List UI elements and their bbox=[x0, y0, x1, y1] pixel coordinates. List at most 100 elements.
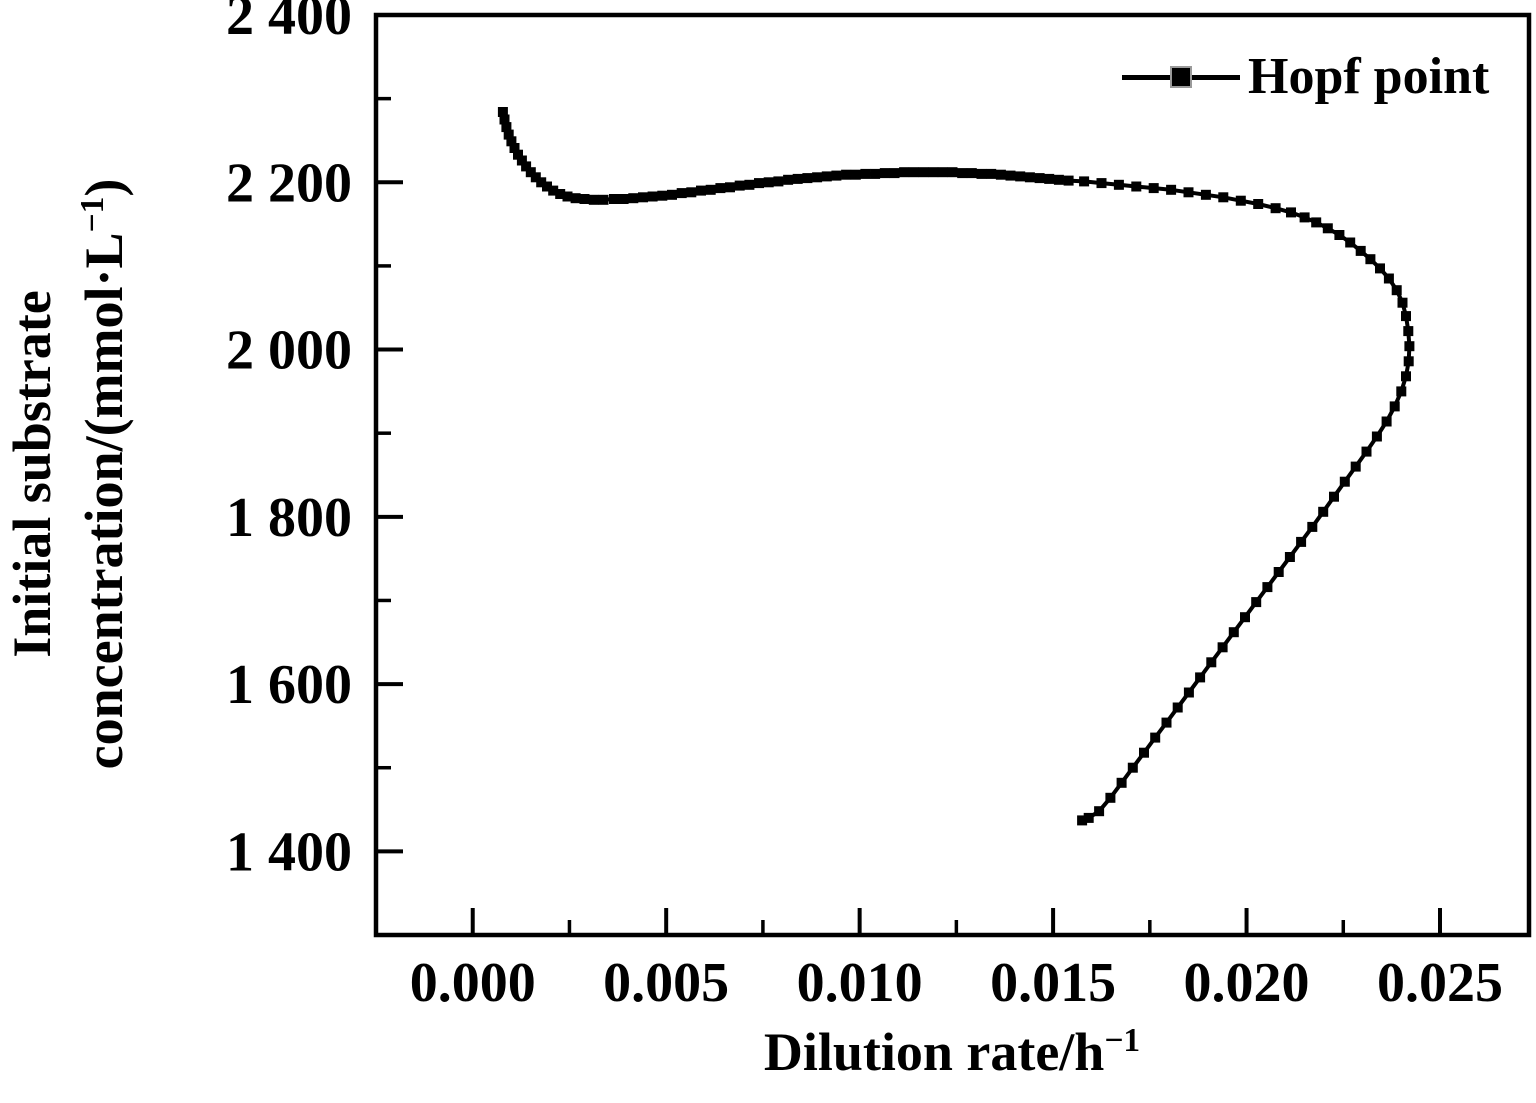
x-tick-label: 0.005 bbox=[603, 952, 729, 1014]
data-point-marker bbox=[530, 172, 541, 183]
data-point-marker bbox=[609, 194, 619, 204]
x-tick-label: 0.015 bbox=[990, 952, 1116, 1014]
data-point-marker bbox=[1299, 212, 1310, 223]
data-point-marker bbox=[841, 169, 852, 180]
data-point-marker bbox=[889, 168, 900, 179]
data-point-marker bbox=[1350, 461, 1361, 472]
data-point-marker bbox=[1034, 173, 1045, 184]
data-point-marker bbox=[570, 193, 581, 204]
data-point-marker bbox=[1270, 203, 1281, 214]
data-point-marker bbox=[899, 167, 910, 178]
data-point-marker bbox=[966, 168, 977, 179]
data-point-marker bbox=[1218, 192, 1229, 203]
data-point-marker bbox=[1148, 183, 1159, 194]
data-point-marker bbox=[928, 167, 939, 178]
data-point-marker bbox=[1397, 297, 1408, 308]
data-point-marker bbox=[783, 174, 794, 185]
data-point-marker bbox=[754, 178, 764, 189]
data-point-marker bbox=[763, 177, 774, 188]
data-point-marker bbox=[1251, 597, 1262, 608]
data-point-marker bbox=[1024, 172, 1035, 183]
data-point-marker bbox=[562, 191, 573, 202]
data-point-marker bbox=[1166, 184, 1177, 195]
data-point-marker bbox=[555, 189, 566, 199]
data-point-marker bbox=[516, 155, 527, 166]
data-point-marker bbox=[1284, 552, 1295, 562]
y-axis-title-superscript: −1 bbox=[74, 196, 111, 233]
data-point-marker bbox=[1391, 285, 1402, 296]
data-point-marker bbox=[1200, 189, 1211, 200]
data-point-marker bbox=[1172, 702, 1183, 713]
data-point-marker bbox=[1253, 199, 1264, 209]
data-point-marker bbox=[1307, 521, 1318, 532]
data-point-marker bbox=[1096, 178, 1107, 189]
data-point-marker bbox=[947, 167, 958, 178]
data-point-marker bbox=[1375, 263, 1385, 274]
data-point-marker bbox=[1079, 176, 1090, 187]
data-point-marker bbox=[976, 168, 987, 179]
data-point-marker bbox=[1365, 254, 1376, 265]
data-point-marker bbox=[1161, 717, 1172, 728]
data-point-marker bbox=[860, 168, 871, 179]
data-point-marker bbox=[831, 170, 842, 181]
plot-border bbox=[373, 12, 1532, 938]
y-tick-label: 1 400 bbox=[226, 821, 352, 883]
y-tick-label: 2 400 bbox=[226, 0, 352, 47]
data-point-marker bbox=[1183, 687, 1194, 698]
data-point-marker bbox=[1318, 506, 1329, 517]
data-point-marker bbox=[1063, 175, 1074, 186]
data-point-marker bbox=[1296, 536, 1307, 547]
x-tick-label: 0.010 bbox=[797, 952, 923, 1014]
data-point-marker bbox=[821, 171, 832, 182]
data-point-marker bbox=[705, 184, 716, 195]
data-point-marker bbox=[1127, 762, 1138, 773]
data-point-marker bbox=[1361, 446, 1372, 457]
legend-line-sample bbox=[1122, 67, 1240, 87]
data-point-marker bbox=[1396, 386, 1407, 397]
legend-square-marker-icon bbox=[1172, 68, 1190, 86]
data-point-marker bbox=[1383, 273, 1394, 284]
data-point-marker bbox=[1322, 223, 1333, 234]
y-axis-minor-ticks bbox=[376, 96, 391, 770]
x-axis-title-text: Dilution rate/h bbox=[763, 1022, 1105, 1082]
data-point-marker bbox=[1077, 815, 1088, 826]
data-point-marker bbox=[995, 169, 1006, 180]
y-axis-title-line2: concentration/(mmol·L−1) bbox=[73, 179, 135, 770]
x-axis-minor-ticks bbox=[567, 920, 1346, 935]
data-point-marker bbox=[579, 194, 590, 204]
data-point-marker bbox=[1389, 401, 1400, 412]
legend-label: Hopf point bbox=[1248, 48, 1490, 105]
data-point-marker bbox=[1401, 311, 1411, 322]
y-tick-label: 1 600 bbox=[226, 654, 352, 716]
hopf-curve-line bbox=[500, 110, 1412, 823]
y-axis-title-line1: Initial substrate bbox=[2, 290, 62, 658]
data-point-marker bbox=[1228, 627, 1239, 638]
x-axis-title-superscript: −1 bbox=[1104, 1022, 1141, 1059]
data-point-marker bbox=[1105, 792, 1116, 803]
data-point-marker bbox=[1150, 732, 1161, 743]
data-point-marker bbox=[588, 194, 599, 205]
data-point-marker bbox=[1403, 326, 1414, 337]
y-axis-tick-labels: 1 400 1 600 1 800 2 000 2 200 2 400 bbox=[226, 0, 352, 883]
x-tick-label: 0.025 bbox=[1377, 952, 1503, 1014]
y-axis-title-line2-post: ) bbox=[74, 178, 134, 197]
data-point-marker bbox=[506, 136, 517, 147]
data-point-marker bbox=[1371, 431, 1382, 442]
y-tick-label: 2 200 bbox=[226, 152, 352, 214]
data-point-marker bbox=[1183, 187, 1194, 198]
data-point-marker bbox=[638, 192, 648, 203]
data-point-marker bbox=[548, 185, 559, 196]
y-axis-title-line2-pre: concentration/(mmol·L bbox=[74, 232, 134, 770]
data-point-marker bbox=[1113, 179, 1124, 190]
x-tick-label: 0.000 bbox=[410, 952, 536, 1014]
data-point-marker bbox=[715, 183, 726, 194]
data-point-marker bbox=[1401, 371, 1411, 382]
data-point-marker bbox=[647, 191, 658, 202]
data-point-marker bbox=[1053, 174, 1064, 185]
data-point-marker bbox=[1005, 170, 1016, 181]
data-point-marker bbox=[908, 167, 919, 178]
data-point-marker bbox=[1083, 812, 1094, 823]
y-tick-label: 1 800 bbox=[226, 487, 352, 549]
data-point-marker bbox=[1286, 207, 1296, 218]
data-point-marker bbox=[986, 168, 997, 179]
